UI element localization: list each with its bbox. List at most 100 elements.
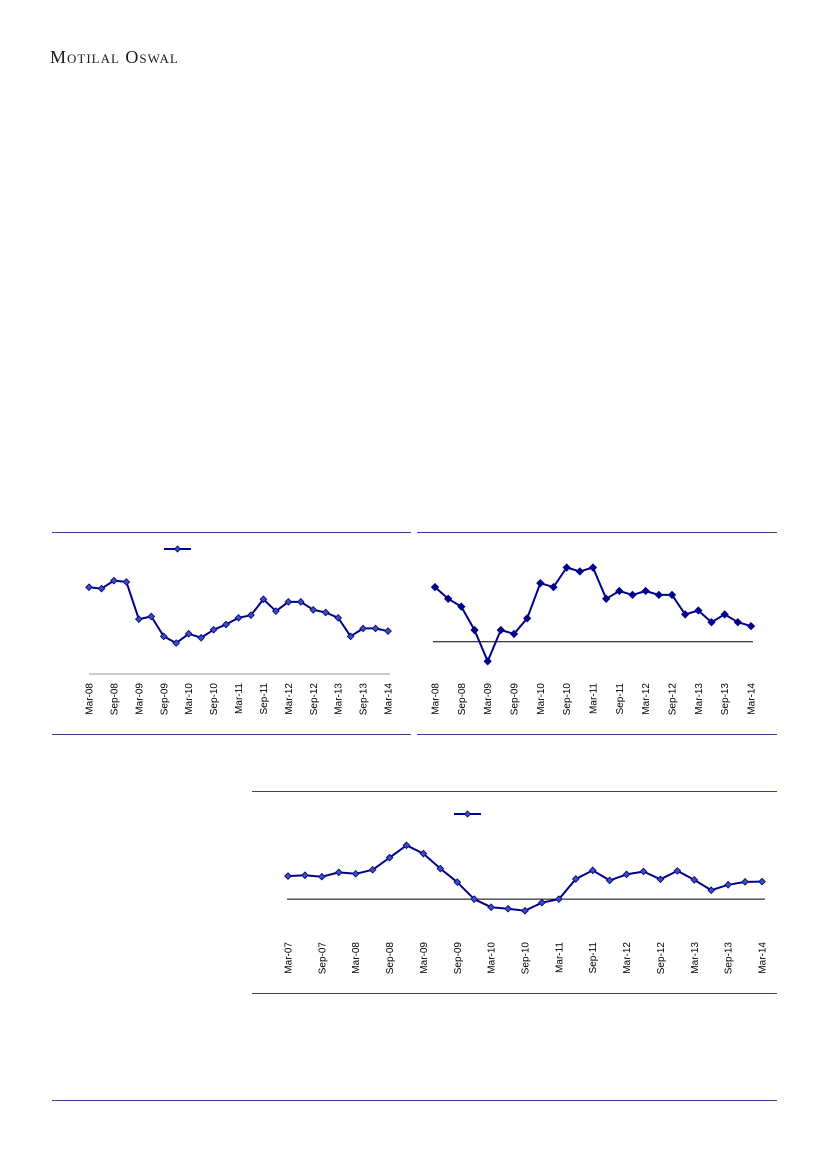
chart-3-top-rule [252, 791, 777, 792]
data-point [746, 621, 756, 631]
data-point [122, 578, 131, 586]
data-point [571, 875, 580, 883]
x-tick-label: Mar-11 [589, 683, 600, 714]
data-point [85, 583, 93, 592]
data-point [334, 613, 343, 622]
chart-3-bottom-rule [252, 993, 777, 994]
data-point [453, 878, 462, 887]
x-tick-label: Sep-09 [510, 683, 521, 716]
data-point [733, 618, 742, 627]
chart-1-top-rule [52, 532, 411, 533]
data-point [656, 875, 665, 884]
data-point [457, 602, 466, 611]
x-tick-label: Sep-11 [615, 683, 626, 715]
x-tick-label: Mar-12 [284, 683, 295, 715]
data-point [321, 608, 330, 617]
data-point [521, 906, 529, 915]
data-point [334, 868, 343, 877]
chart-2: Mar-08 Sep-08 Mar-09 Sep-09 Mar-10 Sep-10 Mar-… [417, 533, 777, 734]
data-point [222, 620, 230, 629]
data-point [509, 629, 519, 639]
x-tick-label: Mar-09 [483, 683, 494, 715]
x-tick-label: Sep-13 [359, 683, 370, 716]
chart-3: Mar-07 Sep-07 Mar-08 Sep-08 Mar-09 Sep-09 Mar-… [252, 792, 777, 993]
x-tick-label: Mar-08 [351, 942, 362, 974]
x-tick-label: Mar-14 [747, 683, 758, 715]
x-tick-label: Mar-11 [554, 942, 565, 973]
data-point [209, 625, 218, 634]
data-point [470, 625, 479, 635]
x-tick-label: Mar-11 [234, 683, 245, 714]
x-tick-label: Sep-08 [457, 683, 468, 716]
x-tick-label: Mar-08 [85, 683, 96, 715]
x-tick-label: Sep-12 [309, 683, 320, 716]
chart-1-bottom-rule [52, 734, 411, 735]
data-point [436, 864, 445, 873]
chart-1: Mar-08 Sep-08 Mar-09 Sep-09 Mar-10 Sep-10 Mar-… [52, 533, 411, 734]
x-tick-label: Mar-14 [384, 683, 395, 715]
series-line [88, 579, 389, 645]
data-point [134, 615, 143, 624]
data-point [641, 586, 650, 596]
x-tick-label: Mar-09 [134, 683, 145, 715]
data-point [184, 629, 193, 638]
x-tick-label: Mar-14 [758, 942, 769, 974]
data-point [605, 876, 614, 885]
legend-swatch [164, 545, 191, 553]
data-point [284, 872, 292, 880]
x-tick-label: Sep-09 [159, 683, 170, 716]
data-point [284, 598, 293, 606]
x-tick-label: Mar-08 [431, 683, 442, 715]
x-tick-label: Sep-10 [209, 683, 220, 716]
data-point [741, 878, 749, 886]
data-point [159, 632, 168, 641]
data-point [97, 584, 106, 593]
x-tick-label: Sep-07 [317, 942, 328, 975]
data-point [309, 605, 318, 614]
chart-3-svg: Mar-07 Sep-07 Mar-08 Sep-08 Mar-09 Sep-09 Mar-… [284, 810, 769, 975]
x-tick-label: Sep-13 [724, 942, 735, 975]
data-point [504, 904, 512, 913]
data-point [673, 867, 682, 875]
data-point [724, 880, 733, 889]
brand-logo-text: Motilal Oswal [50, 47, 179, 67]
data-point [359, 624, 367, 633]
x-tick-label: Mar-10 [184, 683, 195, 715]
x-tick-label: Sep-08 [109, 683, 120, 716]
data-point [301, 871, 309, 880]
x-tick-label: Sep-08 [385, 942, 396, 975]
data-point [639, 867, 648, 876]
data-point [444, 594, 453, 603]
chart-2-bottom-rule [417, 734, 777, 735]
x-tick-label: Mar-10 [536, 683, 547, 715]
data-point [371, 624, 380, 633]
data-point [234, 613, 243, 622]
data-point [654, 590, 663, 600]
data-point [667, 590, 677, 600]
data-point [554, 895, 563, 904]
data-point [259, 595, 268, 604]
series-line [287, 844, 763, 912]
data-point [346, 632, 355, 641]
chart-2-top-rule [417, 532, 777, 533]
x-tick-label: Sep-09 [453, 942, 464, 975]
x-tick-label: Sep-12 [668, 683, 679, 716]
x-tick-label: Mar-09 [419, 942, 430, 974]
data-point [368, 865, 377, 874]
x-tick-label: Mar-13 [694, 683, 705, 715]
x-tick-label: Mar-13 [334, 683, 345, 715]
data-point [247, 611, 255, 620]
data-point [628, 590, 637, 600]
x-tick-label: Mar-13 [690, 942, 701, 974]
x-tick-label: Mar-07 [284, 942, 295, 974]
x-tick-label: Sep-10 [562, 683, 573, 716]
data-point [690, 875, 699, 884]
data-point [538, 898, 546, 907]
data-point [707, 886, 716, 895]
data-point [296, 598, 305, 606]
data-point [536, 578, 545, 588]
data-point [562, 563, 571, 572]
series-line [434, 566, 752, 663]
data-point [384, 627, 392, 635]
data-point [483, 657, 492, 666]
